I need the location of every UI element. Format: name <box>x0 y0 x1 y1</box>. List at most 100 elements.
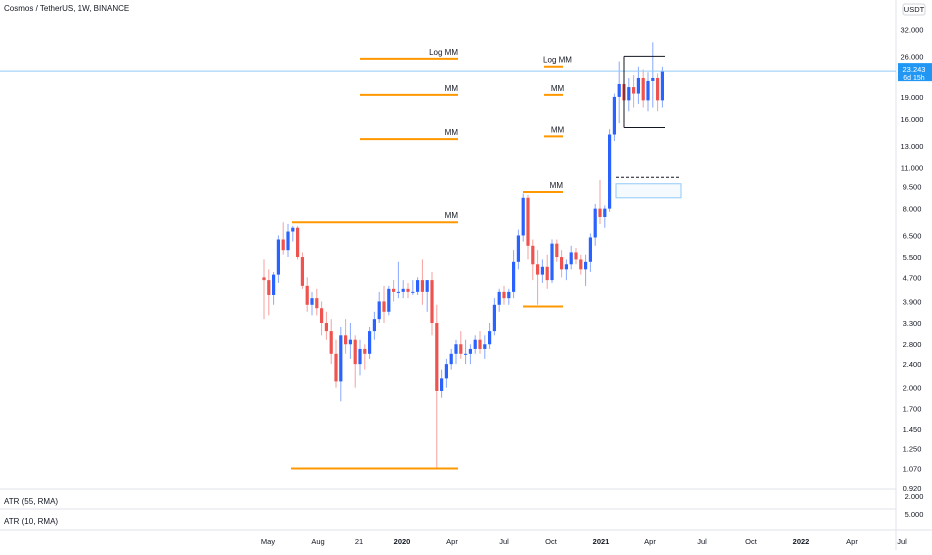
candle[interactable] <box>564 259 568 281</box>
candle[interactable] <box>526 194 530 260</box>
candle[interactable] <box>603 205 607 228</box>
level-annotation[interactable]: MM <box>544 84 565 96</box>
currency-label[interactable]: USDT <box>904 5 925 14</box>
candle[interactable] <box>272 271 276 305</box>
candle[interactable] <box>632 75 636 108</box>
level-annotation[interactable]: MM <box>360 84 458 96</box>
candle[interactable] <box>560 250 564 278</box>
candle[interactable] <box>420 259 424 305</box>
candle[interactable] <box>291 225 295 242</box>
candle[interactable] <box>478 331 482 354</box>
candle[interactable] <box>267 269 271 316</box>
currency-box[interactable] <box>902 3 926 16</box>
candle[interactable] <box>612 93 616 142</box>
level-annotation[interactable]: MM <box>292 211 458 224</box>
candle[interactable] <box>353 335 357 388</box>
candle[interactable] <box>387 285 391 316</box>
candle[interactable] <box>483 335 487 359</box>
candle[interactable] <box>588 233 592 272</box>
candle[interactable] <box>555 239 559 262</box>
level-annotation[interactable]: MM <box>523 181 563 193</box>
candle[interactable] <box>310 291 314 316</box>
candle[interactable] <box>430 271 434 336</box>
candle[interactable] <box>598 179 602 225</box>
candle[interactable] <box>512 250 516 299</box>
level-annotation[interactable]: Log MM <box>360 48 458 60</box>
candle[interactable] <box>339 326 343 402</box>
candle[interactable] <box>416 277 420 295</box>
candle-body <box>300 257 304 286</box>
candle[interactable] <box>584 254 588 286</box>
candle[interactable] <box>627 77 631 112</box>
candle[interactable] <box>449 348 453 370</box>
candle[interactable] <box>435 304 439 469</box>
candle[interactable] <box>425 280 429 312</box>
candle[interactable] <box>348 323 352 359</box>
candle[interactable] <box>473 335 477 354</box>
candle[interactable] <box>320 301 324 336</box>
candle[interactable] <box>550 239 554 283</box>
candle[interactable] <box>646 72 650 112</box>
candle[interactable] <box>531 239 535 281</box>
candle[interactable] <box>444 358 448 388</box>
candle[interactable] <box>497 288 501 312</box>
candle[interactable] <box>296 225 300 260</box>
candle[interactable] <box>281 222 285 255</box>
candle[interactable] <box>305 277 309 312</box>
candle-body <box>612 96 616 135</box>
candle[interactable] <box>660 66 664 108</box>
candle[interactable] <box>411 280 415 295</box>
candle[interactable] <box>536 250 540 305</box>
candle[interactable] <box>617 61 621 124</box>
candle[interactable] <box>468 344 472 365</box>
candle[interactable] <box>392 280 396 302</box>
candle[interactable] <box>344 319 348 354</box>
candle[interactable] <box>406 282 410 299</box>
candle[interactable] <box>507 288 511 305</box>
candle[interactable] <box>488 323 492 349</box>
level-annotation[interactable]: MM <box>544 125 565 138</box>
candle[interactable] <box>502 285 506 305</box>
candle[interactable] <box>545 254 549 289</box>
candle[interactable] <box>382 285 386 324</box>
candle[interactable] <box>401 280 405 299</box>
indicator-atr-10-label[interactable]: ATR (10, RMA) <box>4 517 59 526</box>
candle[interactable] <box>315 288 319 316</box>
candle[interactable] <box>593 203 597 246</box>
candle-body <box>632 87 636 94</box>
candle[interactable] <box>440 369 444 398</box>
candle[interactable] <box>521 193 525 242</box>
candle[interactable] <box>636 66 640 104</box>
candle[interactable] <box>608 129 612 212</box>
candle[interactable] <box>540 259 544 283</box>
candle[interactable] <box>656 73 660 112</box>
candle[interactable] <box>641 69 645 108</box>
candle[interactable] <box>372 311 376 340</box>
candle[interactable] <box>459 331 463 359</box>
candle[interactable] <box>492 298 496 336</box>
level-annotation[interactable]: MM <box>360 128 458 141</box>
candle[interactable] <box>651 42 655 108</box>
candle[interactable] <box>363 344 367 370</box>
candle[interactable] <box>569 245 573 270</box>
candle[interactable] <box>262 259 266 320</box>
candle[interactable] <box>286 224 290 258</box>
candle[interactable] <box>358 339 362 376</box>
candle[interactable] <box>574 247 578 265</box>
candle[interactable] <box>464 339 468 365</box>
candle[interactable] <box>579 254 583 275</box>
level-annotation[interactable]: Log MM <box>543 56 572 68</box>
candle[interactable] <box>368 326 372 359</box>
candle[interactable] <box>276 235 280 283</box>
candle[interactable] <box>324 311 328 340</box>
candle[interactable] <box>300 252 304 289</box>
indicator-atr-55-label[interactable]: ATR (55, RMA) <box>4 497 59 506</box>
candle[interactable] <box>516 229 520 270</box>
candle-body <box>531 245 535 265</box>
candle[interactable] <box>396 261 400 299</box>
candle[interactable] <box>454 339 458 365</box>
candle[interactable] <box>334 339 338 388</box>
candle[interactable] <box>377 291 381 324</box>
candle[interactable] <box>329 319 333 365</box>
